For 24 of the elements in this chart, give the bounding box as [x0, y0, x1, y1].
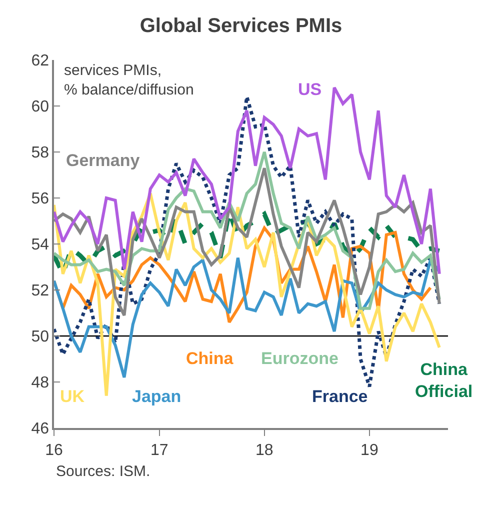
y-tick-label: 56	[31, 190, 50, 208]
series-label: Japan	[132, 387, 182, 406]
y-tick-label: 54	[31, 236, 50, 254]
series-label: China	[186, 349, 234, 368]
x-tick-label: 19	[360, 442, 378, 459]
x-tick-label: 16	[45, 442, 63, 459]
y-tick-label: 58	[31, 144, 50, 162]
series-label: France	[312, 387, 368, 406]
text: Eurozone	[261, 349, 338, 368]
y-tick-label: 62	[31, 52, 50, 70]
text: Germany	[66, 151, 140, 170]
series-label: US	[298, 80, 322, 99]
series-label: UK	[60, 387, 86, 406]
y-tick-label: 48	[31, 374, 50, 392]
y-tick-label: 52	[31, 282, 50, 300]
source-note: Sources: ISM.	[56, 463, 150, 480]
x-tick-label: 17	[150, 442, 168, 459]
y-tick-label: 46	[31, 420, 50, 438]
chart-title: Global Services PMIs	[140, 14, 342, 37]
y-tick-label: 60	[31, 98, 50, 116]
x-tick-label: 18	[255, 442, 274, 459]
y-tick-label: 50	[31, 328, 50, 346]
text: China Official	[415, 360, 473, 402]
annotation: services PMIs, % balance/diffusion	[64, 62, 194, 98]
